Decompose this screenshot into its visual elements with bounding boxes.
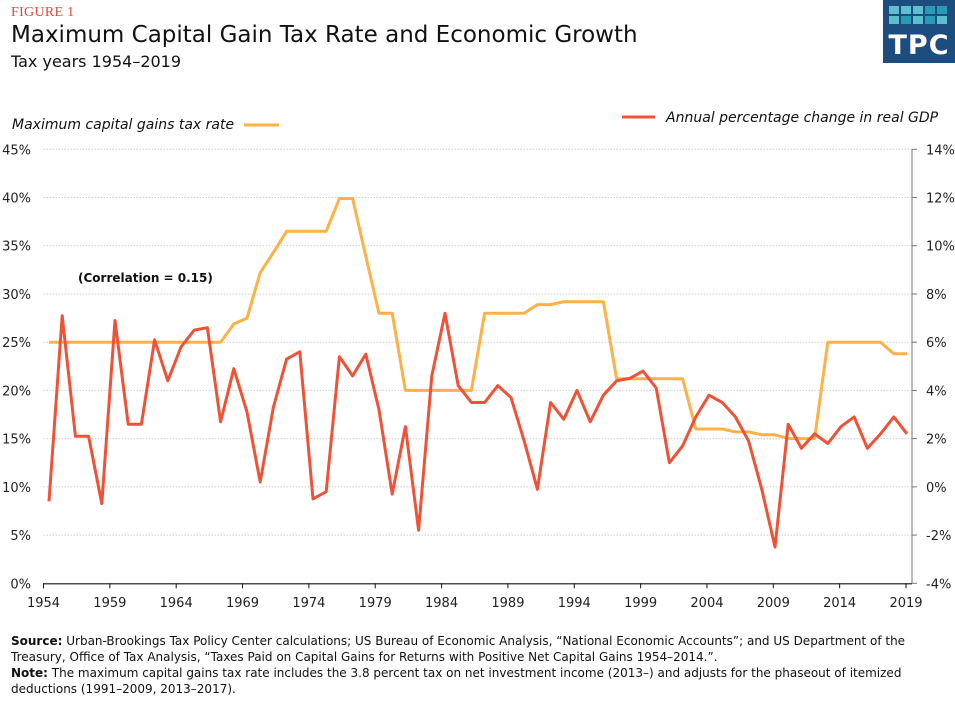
left-axis-tick-label: 30%: [2, 288, 31, 303]
axes: 0% 5% 10% 15% 20% 25% 30% 35% 40% 45% -4% -2% 0% 2% 4%…: [2, 143, 955, 611]
right-axis-tick-label: 10%: [926, 240, 955, 255]
left-axis-tick-label: 0%: [10, 577, 31, 592]
note-text: The maximum capital gains tax rate inclu…: [11, 666, 902, 696]
x-axis-tick-label: 1959: [93, 596, 126, 611]
note-line: Note: The maximum capital gains tax rate…: [11, 665, 926, 697]
figure-label: FIGURE 1: [11, 5, 75, 20]
left-axis-tick-label: 35%: [2, 240, 31, 255]
x-axis-tick-label: 2014: [823, 596, 856, 611]
tax-rate-line: [49, 197, 907, 441]
source-label: Source:: [11, 634, 63, 648]
right-axis-tick-label: 2%: [926, 433, 947, 448]
left-axis-tick-label: 40%: [2, 192, 31, 207]
legend-label-gdp: Annual percentage change in real GDP: [665, 110, 939, 126]
right-axis-tick-label: 14%: [926, 143, 955, 158]
left-axis-tick-label: 25%: [2, 336, 31, 351]
logo-grid-icon: [889, 6, 947, 24]
x-axis-tick-label: 1989: [491, 596, 524, 611]
x-axis-tick-label: 2019: [889, 596, 922, 611]
series-lines: [47, 197, 909, 549]
tpc-logo: TPC: [883, 0, 955, 63]
right-axis-tick-label: 8%: [926, 288, 947, 303]
x-axis-tick-label: 1994: [558, 596, 591, 611]
x-axis-tick-label: 1984: [425, 596, 458, 611]
right-axis-tick-label: 4%: [926, 384, 947, 399]
source-line: Source: Urban-Brookings Tax Policy Cente…: [11, 633, 926, 665]
x-axis-tick-label: 1964: [160, 596, 193, 611]
right-axis-tick-label: 0%: [926, 481, 947, 496]
right-axis-tick-label: -2%: [926, 529, 951, 544]
x-axis-tick-label: 1954: [27, 596, 60, 611]
left-axis-tick-label: 10%: [2, 481, 31, 496]
logo-text: TPC: [888, 30, 950, 61]
x-axis-tick-label: 1979: [359, 596, 392, 611]
left-axis-tick-label: 20%: [2, 384, 31, 399]
legend-label-tax-rate: Maximum capital gains tax rate: [12, 117, 234, 133]
footer-notes: Source: Urban-Brookings Tax Policy Cente…: [11, 633, 926, 697]
left-axis-tick-label: 5%: [10, 529, 31, 544]
x-axis-tick-label: 1974: [292, 596, 325, 611]
x-axis-tick-label: 1969: [226, 596, 259, 611]
correlation-annotation: (Correlation = 0.15): [78, 271, 213, 285]
right-axis-tick-label: 6%: [926, 336, 947, 351]
left-axis-tick-label: 45%: [2, 143, 31, 158]
note-label: Note:: [11, 666, 48, 680]
right-axis-tick-label: -4%: [926, 577, 951, 592]
gridlines: [43, 148, 912, 536]
x-axis-tick-label: 1999: [624, 596, 657, 611]
left-axis-tick-label: 15%: [2, 433, 31, 448]
x-axis-tick-label: 2004: [690, 596, 723, 611]
right-axis-tick-label: 12%: [926, 192, 955, 207]
gdp-growth-line: [47, 311, 909, 549]
x-axis-tick-label: 2009: [757, 596, 790, 611]
chart-title: Maximum Capital Gain Tax Rate and Econom…: [11, 22, 638, 48]
legend: Maximum capital gains tax rate Annual pe…: [12, 110, 939, 133]
chart-subtitle: Tax years 1954–2019: [11, 52, 182, 71]
source-text: Urban-Brookings Tax Policy Center calcul…: [11, 634, 906, 664]
